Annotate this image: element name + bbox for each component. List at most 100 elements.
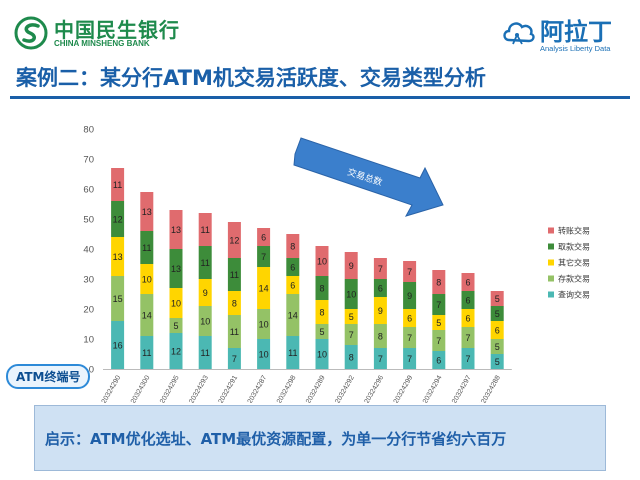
bar-segment (373, 348, 387, 369)
bar-segment (111, 201, 125, 237)
brand-subtitle: Analysis Liberty Data (540, 44, 611, 53)
bar-segment (198, 336, 212, 369)
bar-segment (403, 309, 417, 327)
data-label: 7 (436, 300, 441, 310)
bar-segment (344, 324, 358, 345)
data-label: 12 (171, 347, 181, 357)
bar-segment (490, 354, 504, 369)
bar-segment (286, 276, 300, 294)
x-tick-label: 120324298 (274, 374, 298, 403)
data-label: 11 (201, 348, 210, 358)
data-label: 6 (495, 326, 500, 336)
stacked-bar-chart: 0 10 20 30 40 50 60 70 80 16 15 13 12 11 11 14 10 11 13 12… (83, 125, 590, 404)
data-label: 6 (465, 296, 470, 306)
data-label: 7 (378, 354, 383, 364)
bar-segment (461, 291, 475, 309)
legend-swatch (548, 275, 554, 282)
data-label: 5 (349, 312, 354, 322)
x-tick-label: 120324299 (391, 374, 415, 403)
bar-segment (286, 294, 300, 336)
bar-segment (198, 279, 212, 306)
bar-segment (198, 306, 212, 336)
data-label: 13 (171, 264, 181, 274)
bar-segment (140, 336, 154, 369)
data-label: 10 (346, 290, 356, 300)
bar-segment (140, 264, 154, 294)
chart-bars (111, 168, 504, 369)
data-label: 6 (465, 278, 470, 288)
y-tick-label: 10 (83, 335, 94, 346)
y-tick-label: 0 (89, 365, 94, 376)
bar-segment (169, 288, 183, 318)
legend-swatch (548, 291, 554, 298)
bar-segment (432, 315, 446, 330)
data-label: 8 (319, 308, 324, 318)
bar-segment (286, 336, 300, 369)
legend-swatch (548, 243, 554, 250)
y-tick-label: 80 (83, 125, 94, 136)
data-label: 10 (317, 350, 327, 360)
x-tick-label: 120324289 (303, 374, 327, 403)
x-tick-label: 120324296 (362, 374, 386, 403)
data-label: 13 (171, 225, 181, 235)
bar-segment (111, 237, 125, 276)
data-label: 14 (288, 311, 298, 321)
data-label: 7 (232, 354, 237, 364)
insight-box: 启示：ATM优化选址、ATM最优资源配置，为单一分行节省约六百万 (34, 405, 606, 471)
bar-segment (286, 258, 300, 276)
x-tick-label: 120324290 (99, 374, 123, 403)
bar-segment (286, 234, 300, 258)
x-tick-label: 120324300 (128, 374, 152, 403)
chart-axes: 0 10 20 30 40 50 60 70 80 (83, 125, 512, 376)
x-tick-label: 120324297 (449, 374, 473, 403)
insight-text: 启示：ATM优化选址、ATM最优资源配置，为单一分行节省约六百万 (45, 430, 507, 448)
y-tick-label: 60 (83, 185, 94, 196)
data-label: 11 (230, 327, 239, 337)
bar-segment (257, 246, 271, 267)
bar-segment (198, 246, 212, 279)
data-label: 5 (495, 309, 500, 319)
bar-segment (257, 228, 271, 246)
bar-segment (490, 321, 504, 339)
y-tick-label: 40 (83, 245, 94, 256)
data-label: 9 (407, 291, 412, 301)
legend-label: 其它交易 (558, 258, 590, 268)
bar-segment (373, 279, 387, 297)
bar-segment (432, 330, 446, 351)
bar-segment (227, 258, 241, 291)
cloud-logo-icon (503, 22, 535, 45)
bar-segment (315, 339, 329, 369)
legend-label: 转账交易 (558, 226, 590, 236)
bar-segment (432, 351, 446, 369)
data-label: 10 (171, 299, 181, 309)
data-label: 15 (113, 294, 123, 304)
x-tick-label: 120324294 (420, 374, 444, 403)
bank-logo-icon (14, 16, 48, 50)
bar-segment (403, 282, 417, 309)
data-label: 11 (142, 348, 151, 358)
bar-segment (169, 318, 183, 333)
bar-segment (490, 339, 504, 354)
bar-segment (111, 168, 125, 201)
x-tick-label: 120324295 (157, 374, 181, 403)
data-label: 7 (407, 354, 412, 364)
data-label: 11 (201, 258, 210, 268)
data-label: 9 (378, 306, 383, 316)
bar-segment (257, 339, 271, 369)
bar-segment (315, 246, 329, 276)
data-label: 11 (288, 348, 297, 358)
data-label: 10 (142, 275, 152, 285)
data-label: 5 (495, 294, 500, 304)
data-label: 7 (436, 336, 441, 346)
data-label: 7 (407, 333, 412, 343)
data-label: 7 (378, 264, 383, 274)
data-label: 10 (317, 257, 327, 267)
bar-segment (257, 309, 271, 339)
bar-segment (403, 327, 417, 348)
data-label: 10 (259, 320, 269, 330)
header: 中国民生银行 CHINA MINSHENG BANK 阿拉丁 Analysis … (0, 0, 640, 100)
y-tick-label: 30 (83, 275, 94, 286)
bar-segment (227, 315, 241, 348)
bar-segment (490, 291, 504, 306)
data-label: 11 (201, 225, 210, 235)
